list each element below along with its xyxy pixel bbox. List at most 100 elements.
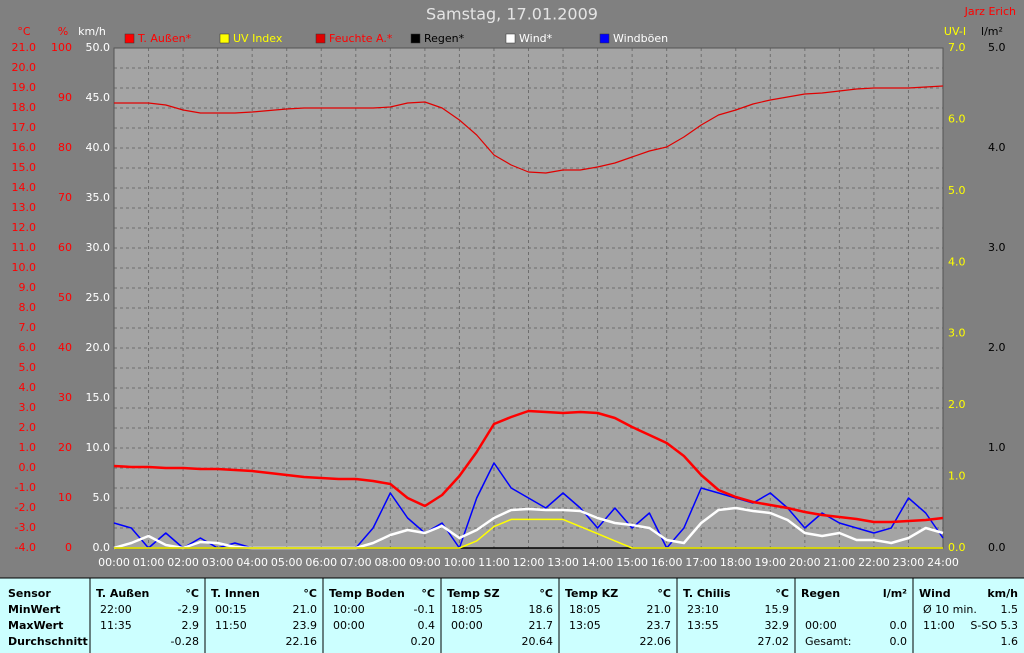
y-tick-label: 12.0 bbox=[12, 221, 37, 234]
x-tick-label: 23:00 bbox=[893, 556, 925, 569]
cell-value: -0.1 bbox=[414, 603, 435, 616]
y-tick-label: 20.0 bbox=[12, 61, 37, 74]
y-tick-label: 90 bbox=[58, 91, 72, 104]
cell-value: 18.6 bbox=[529, 603, 554, 616]
cell-label: Ø 10 min. bbox=[923, 603, 977, 616]
legend-label: Regen* bbox=[424, 32, 465, 45]
y-tick-label: -3.0 bbox=[15, 521, 36, 534]
cell-value: S-SO 5.3 bbox=[970, 619, 1018, 632]
column-header: T. Chilis bbox=[683, 587, 731, 600]
y-tick-label: 5.0 bbox=[19, 361, 37, 374]
cell-label: Gesamt: bbox=[805, 635, 852, 648]
series-line bbox=[114, 518, 943, 549]
row-label: Durchschnitt bbox=[8, 635, 88, 648]
y-tick-label: 9.0 bbox=[19, 281, 37, 294]
y-tick-label: 10.0 bbox=[86, 441, 111, 454]
cell-value: 2.9 bbox=[182, 619, 200, 632]
cell-value: 15.9 bbox=[765, 603, 790, 616]
lines bbox=[113, 85, 944, 550]
cell-value: 21.7 bbox=[529, 619, 554, 632]
column-unit: °C bbox=[185, 587, 199, 600]
legend-swatch bbox=[410, 33, 421, 44]
x-tick-label: 11:00 bbox=[478, 556, 510, 569]
y-tick-label: 3.0 bbox=[19, 401, 37, 414]
y-tick-label: 100 bbox=[51, 41, 72, 54]
x-tick-label: 00:00 bbox=[98, 556, 130, 569]
legend-swatch bbox=[219, 33, 230, 44]
x-tick-label: 19:00 bbox=[754, 556, 786, 569]
x-tick-label: 07:00 bbox=[340, 556, 372, 569]
y-tick-label: 7.0 bbox=[19, 321, 37, 334]
y-tick-label: 21.0 bbox=[12, 41, 37, 54]
y-tick-label: 11.0 bbox=[12, 241, 37, 254]
y-tick-label: 20.0 bbox=[86, 341, 111, 354]
legend-label: Windböen bbox=[613, 32, 668, 45]
x-tick-label: 05:00 bbox=[271, 556, 303, 569]
y-tick-label: 5.0 bbox=[93, 491, 111, 504]
legend-swatch bbox=[505, 33, 516, 44]
cell-label: 00:00 bbox=[333, 619, 365, 632]
y-tick-label: -1.0 bbox=[15, 481, 36, 494]
cell-label: 11:00 bbox=[923, 619, 955, 632]
y-tick-label: 10.0 bbox=[12, 261, 37, 274]
cell-value: 0.0 bbox=[890, 635, 908, 648]
x-tick-label: 16:00 bbox=[651, 556, 683, 569]
cell-value: 1.6 bbox=[1001, 635, 1019, 648]
y-tick-label: 6.0 bbox=[19, 341, 37, 354]
column-unit: km/h bbox=[987, 587, 1018, 600]
column-header: Temp KZ bbox=[565, 587, 618, 600]
y-tick-label: 13.0 bbox=[12, 201, 37, 214]
y-tick-label: 3.0 bbox=[988, 241, 1006, 254]
y-tick-label: 4.0 bbox=[948, 255, 966, 268]
y-tick-label: 0.0 bbox=[19, 461, 37, 474]
author: Jarz Erich bbox=[964, 5, 1016, 18]
cell-label: 00:00 bbox=[451, 619, 483, 632]
cell-value: 21.0 bbox=[293, 603, 318, 616]
x-tick-label: 08:00 bbox=[374, 556, 406, 569]
y-tick-label: 2.0 bbox=[19, 421, 37, 434]
legend-label: T. Außen* bbox=[137, 32, 192, 45]
y-tick-label: 4.0 bbox=[19, 381, 37, 394]
column-header: Regen bbox=[801, 587, 840, 600]
y-tick-label: 50.0 bbox=[86, 41, 111, 54]
cell-value: 22.06 bbox=[640, 635, 672, 648]
x-tick-label: 12:00 bbox=[513, 556, 545, 569]
y-tick-label: 0.0 bbox=[93, 541, 111, 554]
column-unit: l/m² bbox=[883, 587, 907, 600]
y-tick-label: 1.0 bbox=[948, 470, 966, 483]
y-tick-label: 80 bbox=[58, 141, 72, 154]
cell-value: 21.0 bbox=[647, 603, 672, 616]
y-tick-label: 0 bbox=[65, 541, 72, 554]
legend-label: UV Index bbox=[233, 32, 283, 45]
cell-value: 23.7 bbox=[647, 619, 672, 632]
legend-swatch bbox=[124, 33, 135, 44]
cell-label: 13:05 bbox=[569, 619, 601, 632]
y-tick-label: 5.0 bbox=[988, 41, 1006, 54]
chart-title: Samstag, 17.01.2009 bbox=[426, 5, 598, 24]
x-tick-label: 22:00 bbox=[858, 556, 890, 569]
y-tick-label: 0.0 bbox=[948, 541, 966, 554]
cell-label: 13:55 bbox=[687, 619, 719, 632]
cell-label: 10:00 bbox=[333, 603, 365, 616]
y-tick-label: 40 bbox=[58, 341, 72, 354]
cell-label: 00:00 bbox=[805, 619, 837, 632]
column-header: Temp Boden bbox=[329, 587, 405, 600]
cell-value: 32.9 bbox=[765, 619, 790, 632]
y-tick-label: 6.0 bbox=[948, 112, 966, 125]
y-tick-label: 70 bbox=[58, 191, 72, 204]
y-tick-label: 19.0 bbox=[12, 81, 37, 94]
y-tick-label: 14.0 bbox=[12, 181, 37, 194]
column-header: T. Innen bbox=[211, 587, 260, 600]
cell-value: 22.16 bbox=[286, 635, 318, 648]
y-tick-label: 1.0 bbox=[988, 441, 1006, 454]
x-tick-label: 14:00 bbox=[582, 556, 614, 569]
cell-value: 0.0 bbox=[890, 619, 908, 632]
legend-swatch bbox=[599, 33, 610, 44]
y-tick-label: 10 bbox=[58, 491, 72, 504]
column-unit: °C bbox=[303, 587, 317, 600]
x-tick-label: 24:00 bbox=[927, 556, 959, 569]
x-tick-label: 10:00 bbox=[444, 556, 476, 569]
cell-label: 18:05 bbox=[569, 603, 601, 616]
x-tick-label: 20:00 bbox=[789, 556, 821, 569]
column-header: T. Außen bbox=[96, 587, 149, 600]
